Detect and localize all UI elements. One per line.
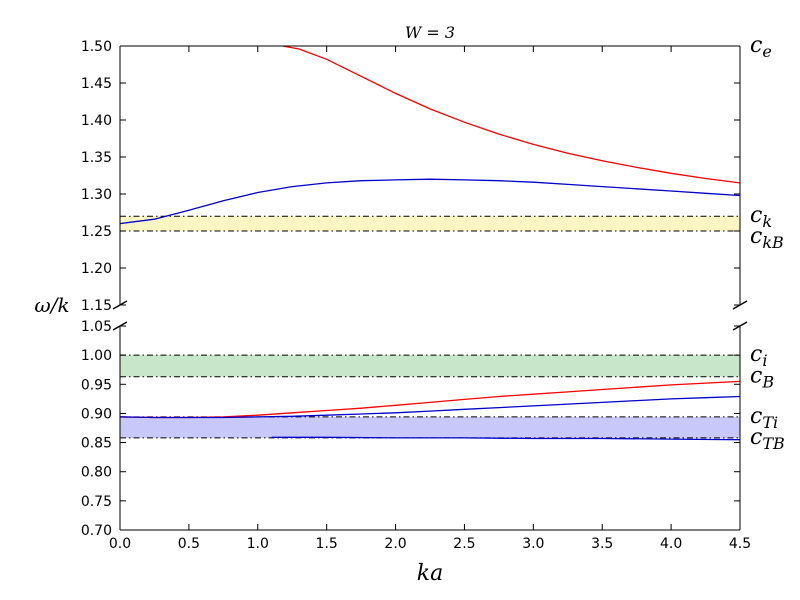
reference-label-ck: ck <box>750 203 772 231</box>
reference-label-ci: ci <box>750 342 767 370</box>
chart-title: W = 3 <box>405 23 455 42</box>
axis-break-mark-0 <box>112 300 128 310</box>
x-tick-label-3.5: 3.5 <box>591 536 613 552</box>
reference-label-cB: cB <box>750 364 774 392</box>
y-tick-label-1.30: 1.30 <box>81 187 112 203</box>
axis-break-mark-3 <box>732 321 748 331</box>
x-tick-label-4.0: 4.0 <box>660 536 682 552</box>
y-tick-label-0.85: 0.85 <box>81 436 112 452</box>
y-tick-label-1.05: 1.05 <box>81 319 112 335</box>
y-tick-label-1.40: 1.40 <box>81 113 112 129</box>
series-line-lower-1 <box>119 395 741 419</box>
axis-break-mark-2 <box>732 300 748 310</box>
x-tick-label-3.0: 3.0 <box>522 536 544 552</box>
x-tick-label-2.0: 2.0 <box>384 536 406 552</box>
reference-label-ce: ce <box>750 33 772 61</box>
y-tick-label-0.70: 0.70 <box>81 523 112 539</box>
y-tick-label-0.95: 0.95 <box>81 377 112 393</box>
series-line-upper-1 <box>119 178 741 225</box>
band-lower-0 <box>120 355 740 377</box>
y-tick-label-0.80: 0.80 <box>81 465 112 481</box>
y-tick-label-1.50: 1.50 <box>81 39 112 55</box>
y-tick-label-0.75: 0.75 <box>81 494 112 510</box>
y-tick-label-1.20: 1.20 <box>81 261 112 277</box>
y-axis-label: ω/k <box>34 293 69 317</box>
band-layer <box>120 216 740 438</box>
x-tick-label-1.5: 1.5 <box>316 536 338 552</box>
y-tick-label-1.35: 1.35 <box>81 150 112 166</box>
y-tick-label-1.45: 1.45 <box>81 76 112 92</box>
axes-layer <box>112 45 748 531</box>
y-tick-label-1.15: 1.15 <box>81 298 112 314</box>
y-tick-label-0.90: 0.90 <box>81 406 112 422</box>
x-tick-label-0.5: 0.5 <box>178 536 200 552</box>
band-lower-1 <box>120 416 740 438</box>
series-layer <box>119 45 741 441</box>
reference-label-cTB: cTB <box>750 425 785 453</box>
reference-line-layer <box>120 45 740 439</box>
series-line-upper-0 <box>282 45 741 184</box>
x-tick-label-0.0: 0.0 <box>109 536 131 552</box>
x-axis-label: ka <box>417 561 443 586</box>
axis-break-mark-1 <box>112 321 128 331</box>
reference-label-cTi: cTi <box>750 404 778 432</box>
x-tick-label-4.5: 4.5 <box>729 536 751 552</box>
x-tick-label-1.0: 1.0 <box>247 536 269 552</box>
series-line-lower-2 <box>271 436 741 441</box>
x-tick-label-2.5: 2.5 <box>453 536 475 552</box>
reference-label-ckB: ckB <box>750 224 784 252</box>
band-upper-0 <box>120 216 740 231</box>
y-tick-label-1.00: 1.00 <box>81 348 112 364</box>
y-tick-label-1.25: 1.25 <box>81 224 112 240</box>
